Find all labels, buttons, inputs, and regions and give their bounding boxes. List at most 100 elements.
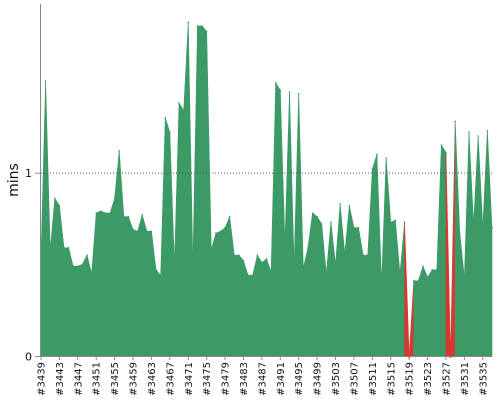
- build-point[interactable]: [385, 157, 387, 159]
- build-point[interactable]: [279, 89, 282, 91]
- build-point[interactable]: [403, 221, 406, 223]
- build-point[interactable]: [472, 223, 475, 225]
- build-point[interactable]: [196, 25, 199, 27]
- build-point[interactable]: [251, 274, 254, 277]
- build-point[interactable]: [293, 263, 295, 266]
- build-point[interactable]: [224, 226, 226, 229]
- build-point[interactable]: [307, 247, 309, 249]
- build-point[interactable]: [58, 204, 61, 207]
- build-point[interactable]: [435, 269, 438, 271]
- build-point[interactable]: [330, 221, 332, 223]
- build-point[interactable]: [325, 272, 328, 275]
- build-point[interactable]: [445, 151, 447, 154]
- build-point[interactable]: [49, 248, 52, 251]
- build-point[interactable]: [233, 254, 236, 256]
- build-point[interactable]: [123, 215, 125, 218]
- build-point[interactable]: [113, 197, 116, 200]
- build-point[interactable]: [63, 247, 65, 249]
- build-point[interactable]: [169, 131, 171, 134]
- build-point[interactable]: [44, 80, 47, 82]
- build-point[interactable]: [77, 265, 79, 267]
- build-point[interactable]: [431, 269, 433, 271]
- build-point[interactable]: [353, 226, 355, 229]
- build-point[interactable]: [458, 232, 461, 234]
- build-point[interactable]: [201, 25, 203, 27]
- build-point[interactable]: [477, 135, 479, 137]
- build-point[interactable]: [265, 258, 268, 260]
- build-point[interactable]: [86, 254, 88, 256]
- build-point[interactable]: [242, 259, 245, 262]
- build-point[interactable]: [247, 274, 249, 277]
- build-point[interactable]: [228, 215, 231, 218]
- build-point[interactable]: [399, 272, 401, 275]
- build-point[interactable]: [380, 281, 383, 284]
- build-point[interactable]: [491, 226, 493, 229]
- build-point[interactable]: [219, 230, 222, 233]
- build-point[interactable]: [164, 116, 167, 119]
- build-point[interactable]: [187, 21, 190, 24]
- build-point[interactable]: [54, 197, 56, 200]
- build-point[interactable]: [394, 219, 397, 222]
- build-point[interactable]: [463, 276, 466, 278]
- build-point[interactable]: [141, 214, 144, 216]
- build-point[interactable]: [357, 226, 360, 229]
- build-point[interactable]: [362, 254, 364, 256]
- build-point[interactable]: [339, 203, 341, 205]
- build-point[interactable]: [67, 247, 70, 249]
- build-point[interactable]: [155, 269, 157, 271]
- build-point[interactable]: [311, 212, 314, 214]
- build-point[interactable]: [376, 153, 378, 156]
- build-point[interactable]: [210, 248, 213, 251]
- y-tick-label: 0: [25, 351, 32, 364]
- build-point[interactable]: [481, 226, 484, 229]
- build-point[interactable]: [192, 263, 194, 266]
- build-point[interactable]: [320, 223, 323, 225]
- build-point[interactable]: [173, 263, 176, 266]
- build-point[interactable]: [366, 254, 369, 256]
- build-point[interactable]: [454, 120, 456, 123]
- build-point[interactable]: [100, 210, 102, 212]
- build-point[interactable]: [302, 267, 305, 269]
- area-segment: [390, 219, 396, 357]
- build-point[interactable]: [205, 30, 208, 33]
- area-segment: [128, 216, 134, 357]
- build-point[interactable]: [132, 228, 134, 231]
- build-point[interactable]: [389, 221, 392, 223]
- build-point[interactable]: [238, 254, 240, 256]
- build-point[interactable]: [146, 230, 148, 233]
- build-point[interactable]: [412, 280, 415, 282]
- build-point[interactable]: [118, 149, 121, 152]
- build-point[interactable]: [288, 91, 291, 93]
- build-point[interactable]: [371, 168, 374, 170]
- area-segment: [63, 247, 69, 357]
- build-point[interactable]: [159, 274, 162, 277]
- build-point[interactable]: [334, 263, 337, 266]
- build-point[interactable]: [150, 230, 153, 233]
- build-point[interactable]: [136, 230, 139, 233]
- build-point[interactable]: [178, 102, 180, 104]
- build-point[interactable]: [81, 263, 84, 266]
- build-point[interactable]: [426, 276, 429, 278]
- build-point[interactable]: [90, 272, 93, 275]
- build-point[interactable]: [348, 204, 351, 207]
- build-point[interactable]: [422, 265, 424, 267]
- build-point[interactable]: [261, 261, 263, 264]
- build-point[interactable]: [284, 241, 286, 244]
- build-point[interactable]: [486, 129, 489, 132]
- build-point[interactable]: [417, 280, 420, 282]
- build-point[interactable]: [297, 93, 300, 95]
- build-point[interactable]: [127, 215, 130, 218]
- build-point[interactable]: [270, 270, 272, 273]
- build-point[interactable]: [316, 215, 318, 218]
- build-point[interactable]: [104, 212, 107, 214]
- build-point[interactable]: [256, 254, 259, 256]
- build-point[interactable]: [274, 82, 277, 84]
- build-point[interactable]: [72, 265, 75, 267]
- build-point[interactable]: [109, 212, 111, 214]
- build-point[interactable]: [468, 131, 470, 134]
- build-point[interactable]: [95, 212, 98, 214]
- build-point[interactable]: [215, 232, 217, 234]
- build-point[interactable]: [440, 144, 443, 146]
- build-point[interactable]: [343, 252, 346, 255]
- build-point[interactable]: [182, 109, 185, 112]
